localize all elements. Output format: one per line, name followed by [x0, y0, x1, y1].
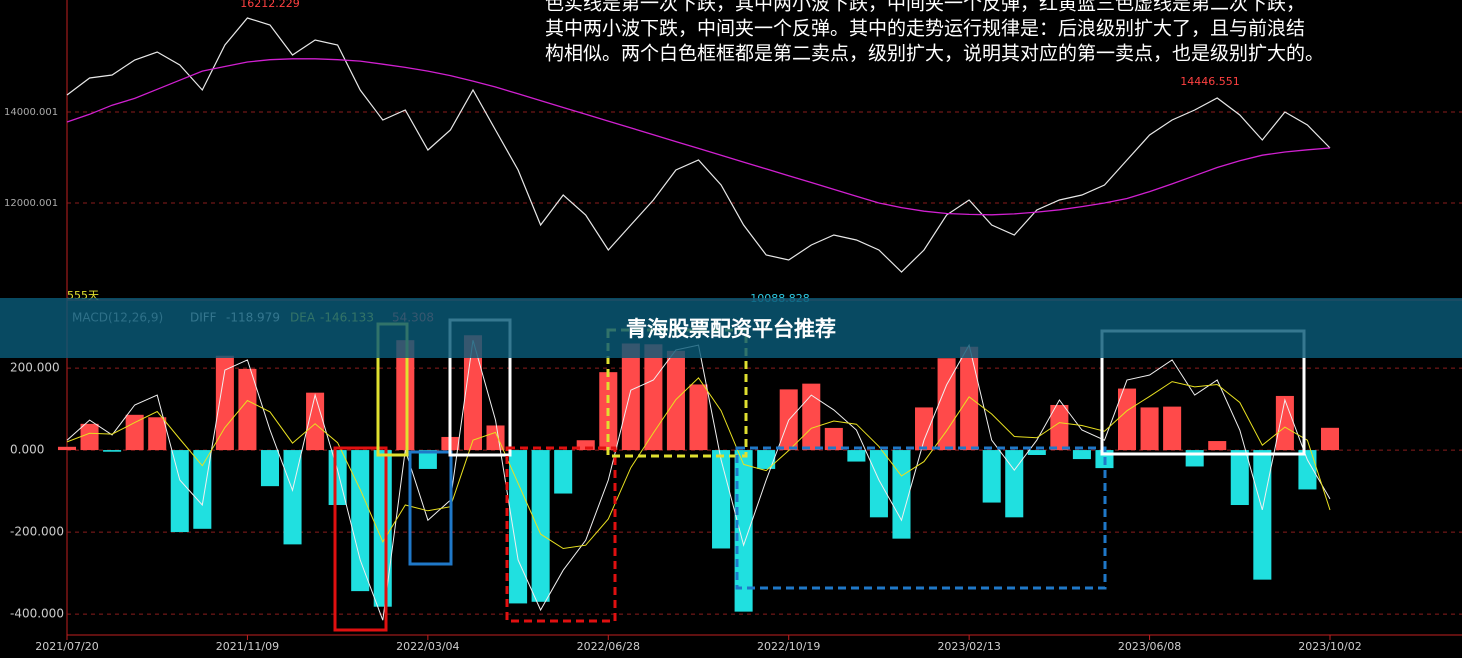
macd-bar — [80, 423, 99, 451]
macd-bar — [1163, 406, 1182, 451]
macd-bar — [1005, 450, 1024, 518]
y-tick-label: -200.000 — [10, 525, 64, 539]
annotation: 16212.229 — [240, 0, 300, 10]
box — [408, 450, 453, 566]
x-tick-label: 2022/03/04 — [396, 640, 459, 653]
macd-bar — [757, 450, 776, 469]
banner: 青海股票配资平台推荐 — [0, 298, 1462, 358]
macd-bar — [621, 343, 640, 451]
box — [505, 446, 617, 623]
x-tick-label: 2023/02/13 — [937, 640, 1000, 653]
y-tick-label: 12000.001 — [4, 198, 58, 209]
macd-bar — [847, 450, 866, 462]
macd-bar — [283, 450, 302, 545]
macd-bar — [418, 450, 437, 469]
macd-bar — [644, 344, 663, 451]
macd-bar — [1208, 441, 1227, 451]
macd-bar — [396, 340, 415, 451]
macd-bar — [892, 450, 911, 539]
macd-bar — [1320, 427, 1340, 451]
macd-bar — [57, 446, 77, 451]
macd-bar — [802, 383, 821, 451]
macd-bar — [463, 335, 482, 451]
macd-bar — [1117, 388, 1137, 451]
price-line — [66, 17, 1331, 273]
macd-bar — [554, 450, 573, 494]
x-tick-label: 2023/06/08 — [1118, 640, 1181, 653]
y-tick-label: 14000.001 — [4, 107, 58, 118]
note-line: 色实线是第一次下跌，其中两小波下跌，中间夹一个反弹，红黄蓝三色虚线是第二次下跌， — [545, 0, 1305, 15]
macd-bar — [148, 417, 167, 451]
x-tick-label: 2021/07/20 — [35, 640, 98, 653]
macd-bar — [193, 450, 212, 529]
x-tick-label: 2022/10/19 — [757, 640, 820, 653]
macd-bar — [982, 450, 1001, 503]
note-line: 构相似。两个白色框框都是第二卖点，级别扩大，说明其对应的第一卖点，也是级别扩大的… — [545, 43, 1324, 65]
macd-bar — [1027, 450, 1046, 455]
box — [333, 446, 388, 632]
macd-bar — [170, 450, 189, 533]
y-tick-label: -400.000 — [10, 607, 64, 621]
macd-bar — [1275, 395, 1294, 451]
macd-bar — [689, 384, 708, 451]
macd-bar — [824, 427, 843, 451]
macd-bar — [576, 440, 595, 451]
macd-bar — [869, 450, 888, 518]
macd-bar — [351, 450, 370, 592]
macd-bar — [509, 450, 528, 604]
macd-bar — [328, 450, 347, 506]
macd-bar — [260, 450, 280, 487]
macd-bar — [666, 350, 685, 451]
macd-bar — [1140, 407, 1159, 451]
macd-bar — [103, 450, 122, 452]
x-tick-label: 2023/10/02 — [1298, 640, 1361, 653]
note-line: 其中两小波下跌，中间夹一个反弹。其中的走势运行规律是：后浪级别扩大了，且与前浪结 — [545, 18, 1305, 40]
macd-bar — [1050, 404, 1069, 451]
macd-bar — [712, 450, 731, 549]
macd-bar — [960, 346, 979, 451]
macd-bar — [531, 450, 550, 602]
x-tick-label: 2022/06/28 — [577, 640, 640, 653]
macd-bar — [125, 414, 144, 451]
macd-bar — [373, 450, 392, 607]
box — [735, 446, 1107, 590]
price-line — [66, 58, 1331, 216]
macd-bar — [306, 392, 325, 451]
macd-bar — [215, 355, 234, 451]
banner-text: 青海股票配资平台推荐 — [626, 317, 836, 341]
macd-bar — [937, 358, 956, 451]
y-tick-label: 0.000 — [10, 443, 44, 457]
macd-line — [66, 377, 1331, 550]
macd-bar — [1230, 450, 1249, 506]
macd-bar — [915, 407, 934, 451]
y-tick-label: 200.000 — [10, 361, 60, 375]
annotation: 14446.551 — [1180, 75, 1240, 88]
macd-bar — [1298, 450, 1317, 490]
macd-bar — [1253, 450, 1272, 580]
macd-bar — [486, 425, 505, 451]
macd-bar — [238, 368, 257, 451]
macd-bar — [734, 450, 753, 612]
x-tick-label: 2021/11/09 — [216, 640, 279, 653]
macd-bar — [1072, 450, 1091, 460]
